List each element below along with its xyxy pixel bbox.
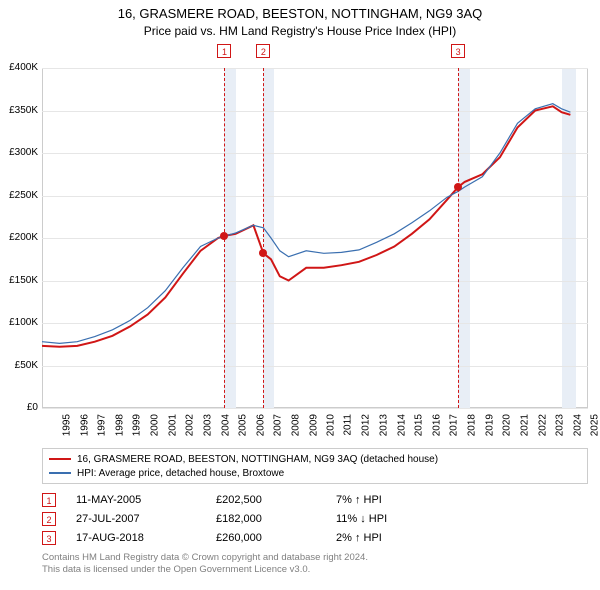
sales-row: 3 17-AUG-2018£260,0002% ↑ HPI <box>42 528 588 547</box>
x-axis-label: 1997 <box>96 414 107 436</box>
x-axis-label: 2020 <box>502 414 513 436</box>
chart-plot-area <box>42 68 588 408</box>
sale-marker-box: 3 <box>451 44 465 58</box>
x-axis-label: 2005 <box>237 414 248 436</box>
legend-swatch <box>49 472 71 474</box>
chart-footer: Contains HM Land Registry data © Crown c… <box>42 552 588 577</box>
sale-price: £182,000 <box>216 513 336 525</box>
sale-point <box>454 183 462 191</box>
y-axis-label: £0 <box>0 402 38 413</box>
sale-marker-line <box>263 68 264 408</box>
sale-price: £260,000 <box>216 532 336 544</box>
sale-number-box: 1 <box>42 493 56 507</box>
legend-swatch <box>49 458 71 460</box>
x-axis-label: 2024 <box>572 414 583 436</box>
sale-price: £202,500 <box>216 494 336 506</box>
sale-hpi: 11% ↓ HPI <box>336 513 456 525</box>
sale-date: 17-AUG-2018 <box>76 532 216 544</box>
gridline <box>42 408 588 409</box>
x-axis-label: 2008 <box>290 414 301 436</box>
x-axis-label: 2023 <box>554 414 565 436</box>
y-axis-label: £50K <box>0 360 38 371</box>
x-axis-label: 2000 <box>149 414 160 436</box>
legend-label: 16, GRASMERE ROAD, BEESTON, NOTTINGHAM, … <box>77 454 438 465</box>
sale-marker-box: 2 <box>256 44 270 58</box>
y-axis-label: £100K <box>0 317 38 328</box>
y-axis-label: £250K <box>0 190 38 201</box>
x-axis-label: 2011 <box>342 414 353 436</box>
x-axis-label: 1995 <box>61 414 72 436</box>
sale-point <box>259 249 267 257</box>
x-axis-label: 2017 <box>449 414 460 436</box>
legend-label: HPI: Average price, detached house, Brox… <box>77 468 284 479</box>
sale-number-box: 2 <box>42 512 56 526</box>
legend-item: HPI: Average price, detached house, Brox… <box>49 466 581 480</box>
x-axis-label: 2019 <box>484 414 495 436</box>
series-property <box>42 106 570 346</box>
x-axis-label: 2002 <box>185 414 196 436</box>
x-axis-label: 2013 <box>378 414 389 436</box>
sale-date: 11-MAY-2005 <box>76 494 216 506</box>
footer-line1: Contains HM Land Registry data © Crown c… <box>42 552 588 564</box>
x-axis-label: 2007 <box>273 414 284 436</box>
x-axis-label: 2010 <box>325 414 336 436</box>
x-axis-label: 2016 <box>431 414 442 436</box>
x-axis-label: 2004 <box>220 414 231 436</box>
y-axis-label: £400K <box>0 62 38 73</box>
x-axis-label: 2009 <box>308 414 319 436</box>
sale-marker-box: 1 <box>217 44 231 58</box>
chart-legend: 16, GRASMERE ROAD, BEESTON, NOTTINGHAM, … <box>42 448 588 484</box>
x-axis-label: 2015 <box>414 414 425 436</box>
sale-point <box>220 232 228 240</box>
y-axis-label: £300K <box>0 147 38 158</box>
x-axis-label: 2021 <box>519 414 530 436</box>
y-axis-label: £150K <box>0 275 38 286</box>
sales-table: 1 11-MAY-2005£202,5007% ↑ HPI 2 27-JUL-2007… <box>42 490 588 547</box>
x-axis-label: 2018 <box>466 414 477 436</box>
x-axis-label: 2022 <box>537 414 548 436</box>
legend-item: 16, GRASMERE ROAD, BEESTON, NOTTINGHAM, … <box>49 452 581 466</box>
sale-marker-line <box>458 68 459 408</box>
x-axis-label: 1996 <box>79 414 90 436</box>
sale-number-box: 3 <box>42 531 56 545</box>
chart-lines <box>42 68 588 408</box>
sales-row: 2 27-JUL-2007£182,00011% ↓ HPI <box>42 509 588 528</box>
y-axis-label: £200K <box>0 232 38 243</box>
x-axis-label: 2003 <box>202 414 213 436</box>
x-axis-label: 1998 <box>114 414 125 436</box>
x-axis-label: 2025 <box>590 414 600 436</box>
sale-hpi: 7% ↑ HPI <box>336 494 456 506</box>
sale-hpi: 2% ↑ HPI <box>336 532 456 544</box>
chart-title-address: 16, GRASMERE ROAD, BEESTON, NOTTINGHAM, … <box>0 6 600 21</box>
sale-date: 27-JUL-2007 <box>76 513 216 525</box>
x-axis-label: 2014 <box>396 414 407 436</box>
footer-line2: This data is licensed under the Open Gov… <box>42 564 588 576</box>
x-axis-label: 2012 <box>361 414 372 436</box>
chart-subtitle: Price paid vs. HM Land Registry's House … <box>0 24 600 38</box>
x-axis-label: 2006 <box>255 414 266 436</box>
y-axis-label: £350K <box>0 105 38 116</box>
sales-row: 1 11-MAY-2005£202,5007% ↑ HPI <box>42 490 588 509</box>
x-axis-label: 1999 <box>132 414 143 436</box>
x-axis-label: 2001 <box>167 414 178 436</box>
series-hpi <box>42 104 570 344</box>
chart-container: 16, GRASMERE ROAD, BEESTON, NOTTINGHAM, … <box>0 0 600 590</box>
